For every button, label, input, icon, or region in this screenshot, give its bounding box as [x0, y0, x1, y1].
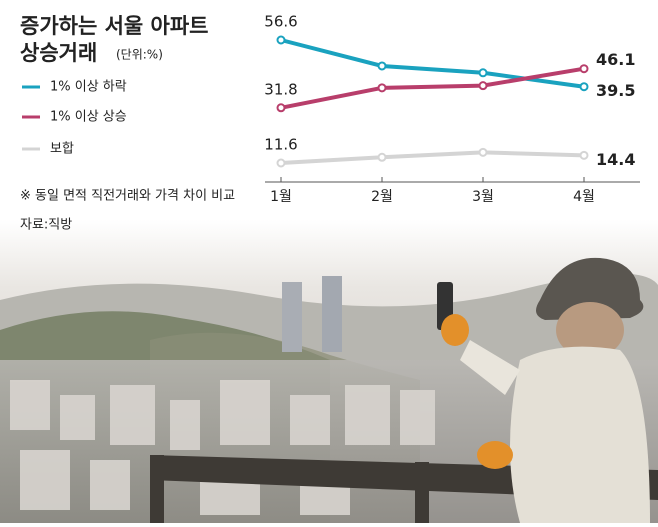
- point: [579, 64, 589, 74]
- series-line: [280, 38, 585, 89]
- value-label: 56.6: [264, 13, 297, 31]
- value-label: 39.5: [596, 81, 635, 100]
- series-line: [280, 150, 585, 165]
- source: 자료:직방: [20, 218, 72, 233]
- chart-subtitle: (단위:%): [116, 48, 163, 62]
- series-line: [280, 66, 585, 110]
- x-tick-label: 2월: [371, 189, 393, 205]
- point: [579, 150, 589, 160]
- legend-label: 보합: [50, 142, 74, 157]
- point: [276, 35, 286, 45]
- point: [478, 68, 488, 78]
- value-label: 46.1: [596, 50, 635, 69]
- x-tick-label: 3월: [472, 189, 494, 205]
- point: [478, 147, 488, 157]
- x-tick-label: 4월: [573, 189, 595, 205]
- point: [377, 152, 387, 162]
- legend-label: 1% 이상 상승: [50, 110, 127, 125]
- point: [276, 103, 286, 113]
- value-label: 11.6: [264, 136, 297, 154]
- note: ※ 동일 면적 직전거래와 가격 차이 비교: [20, 189, 235, 204]
- x-tick-label: 1월: [270, 189, 292, 205]
- chart-title: 상승거래: [20, 41, 97, 65]
- chart-title: 증가하는 서울 아파트: [20, 14, 209, 38]
- point: [579, 82, 589, 92]
- point: [478, 81, 488, 91]
- point: [377, 83, 387, 93]
- point: [276, 158, 286, 168]
- value-label: 31.8: [264, 80, 297, 98]
- value-label: 14.4: [596, 150, 635, 169]
- legend-label: 1% 이상 하락: [50, 80, 127, 95]
- point: [377, 61, 387, 71]
